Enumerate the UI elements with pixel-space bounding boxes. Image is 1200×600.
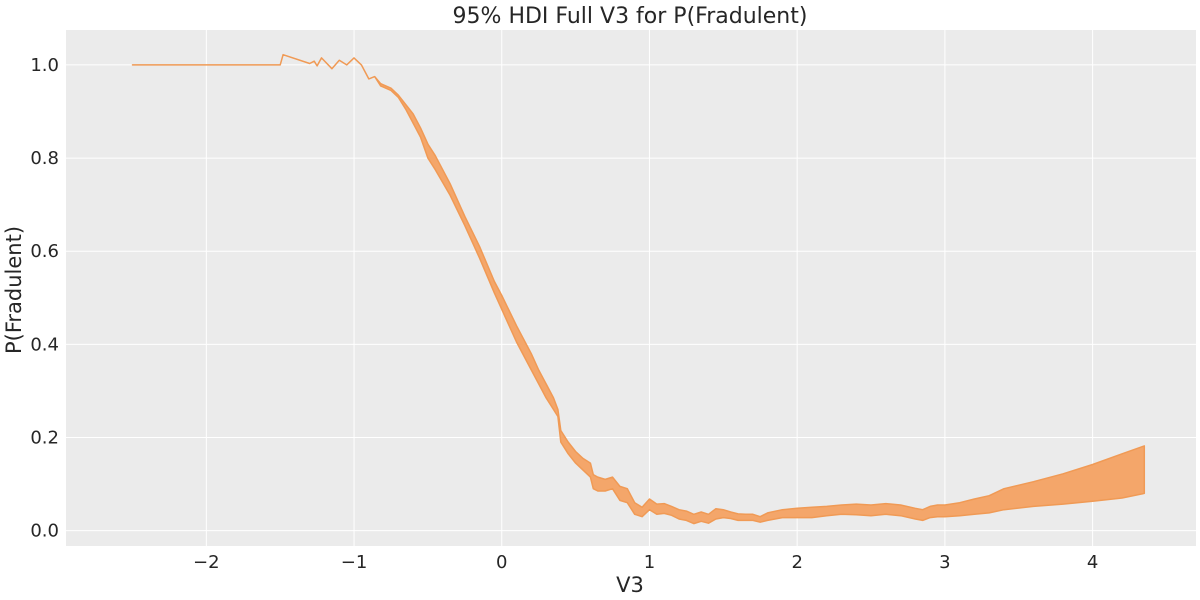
hdi-band bbox=[131, 53, 1146, 525]
y-tick-label: 0.4 bbox=[30, 334, 59, 355]
chart-title: 95% HDI Full V3 for P(Fradulent) bbox=[453, 4, 808, 29]
x-tick-label: 0 bbox=[496, 552, 507, 573]
plot-background bbox=[66, 30, 1196, 546]
x-tick-label: 2 bbox=[791, 552, 802, 573]
x-tick-label: 3 bbox=[939, 552, 950, 573]
y-tick-label: 0.8 bbox=[30, 148, 59, 169]
y-tick-label: 1.0 bbox=[30, 55, 59, 76]
x-tick-label: 1 bbox=[644, 552, 655, 573]
y-tick-label: 0.2 bbox=[30, 427, 59, 448]
x-tick-label: −2 bbox=[193, 552, 220, 573]
tick-labels: −2 −1 0 1 2 3 4 0.0 0.2 0.4 0.6 0.8 1.0 bbox=[30, 55, 1098, 573]
x-axis-label: V3 bbox=[616, 573, 644, 597]
y-axis-label: P(Fradulent) bbox=[2, 226, 26, 354]
x-tick-label: −1 bbox=[341, 552, 368, 573]
series-layer bbox=[131, 53, 1146, 525]
y-tick-label: 0.0 bbox=[30, 521, 59, 542]
grid-lines bbox=[66, 30, 1196, 546]
x-tick-label: 4 bbox=[1087, 552, 1098, 573]
y-tick-label: 0.6 bbox=[30, 241, 59, 262]
